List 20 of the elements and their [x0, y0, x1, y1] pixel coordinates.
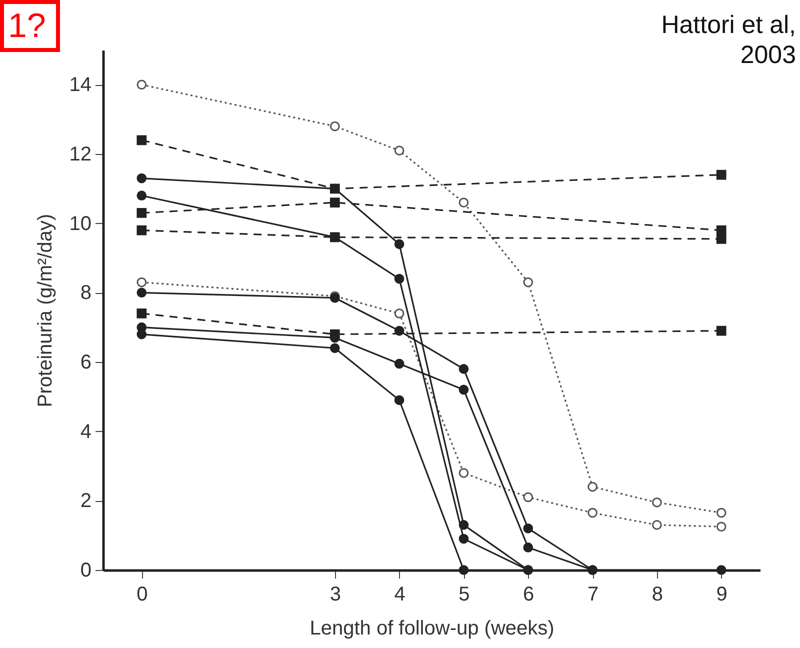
- y-tick-label: 8: [80, 282, 92, 304]
- x-tick-label: 0: [136, 584, 148, 606]
- text: 1?: [0, 0, 60, 52]
- x-tick-label: 6: [523, 584, 534, 606]
- y-tick-label: 4: [80, 420, 92, 443]
- x-tick-label: 4: [394, 584, 406, 606]
- x-axis-title: Length of follow-up (weeks): [310, 618, 554, 640]
- y-tick-label: 2: [80, 490, 92, 512]
- y-tick-label: 12: [69, 144, 92, 166]
- x-tick-label: 5: [458, 584, 470, 606]
- y-axis-title: Proteinuria (g/m²/day): [34, 214, 56, 408]
- y-tick-label: 6: [80, 352, 92, 374]
- x-tick-label: 8: [652, 584, 664, 606]
- y-tick-label: 14: [69, 74, 92, 96]
- x-tick-label: 9: [716, 584, 728, 606]
- y-tick-label: 0: [80, 560, 92, 582]
- y-tick-label: 10: [69, 212, 92, 235]
- annotation: Hattori et al, 2003: [660, 10, 796, 70]
- x-tick-label: 3: [330, 584, 341, 606]
- x-tick-label: 7: [587, 584, 599, 606]
